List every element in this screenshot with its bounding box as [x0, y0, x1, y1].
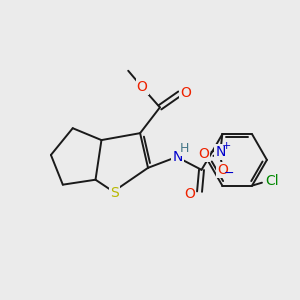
Text: +: +	[222, 141, 231, 151]
Text: O: O	[136, 80, 148, 94]
Text: O: O	[198, 147, 209, 161]
Text: Cl: Cl	[265, 174, 279, 188]
Text: O: O	[217, 163, 228, 177]
Text: S: S	[110, 186, 119, 200]
Text: N: N	[215, 145, 226, 159]
Text: H: H	[180, 142, 189, 154]
Text: O: O	[180, 85, 191, 100]
Text: O: O	[184, 187, 195, 201]
Text: N: N	[172, 150, 183, 164]
Text: −: −	[224, 167, 235, 180]
